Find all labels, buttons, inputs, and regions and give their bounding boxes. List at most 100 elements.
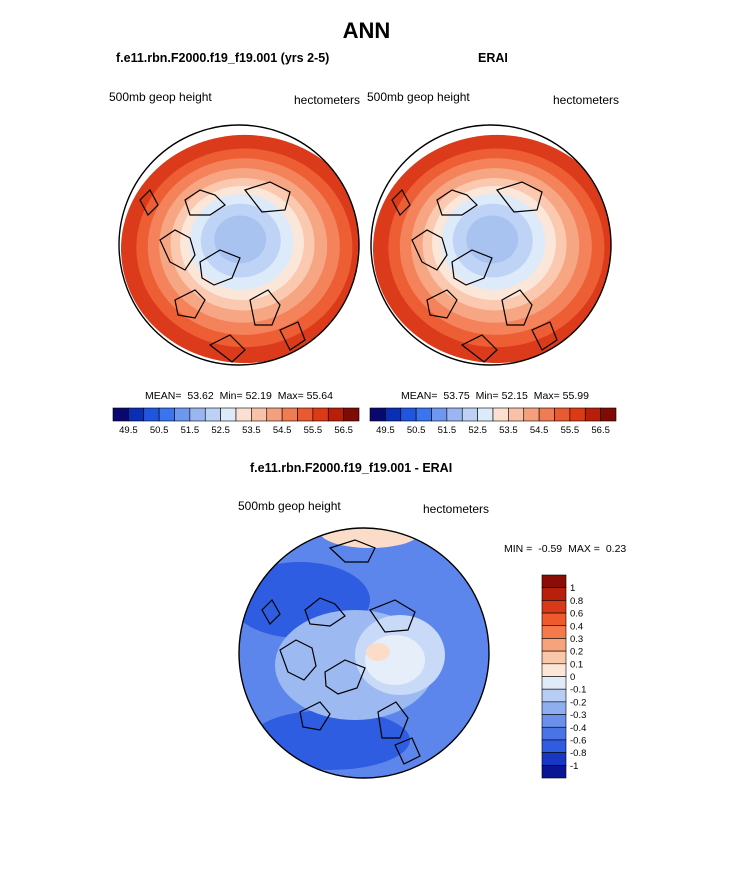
map2-boundary <box>370 124 612 366</box>
difference-colorbar-box-15 <box>541 765 567 779</box>
panel1-min-value: 52.19 <box>245 390 272 402</box>
diff-field-positive-north <box>320 528 420 548</box>
panel1-colorbar-tick-label: 54.5 <box>273 425 292 436</box>
panel2-min-label: Min= <box>475 390 499 402</box>
difference-max-label: MAX = <box>568 543 600 555</box>
difference-minmax: MIN = -0.59 MAX = 0.23 <box>504 543 626 555</box>
panel2-colorbar-box-15 <box>600 407 617 422</box>
difference-colorbar-tick-label: -0.3 <box>570 710 586 721</box>
panel1-colorbar-tick-label: 50.5 <box>150 425 169 436</box>
panel2-max-value: 55.99 <box>562 390 589 402</box>
panel2-colorbar: 49.5 50.5 51.5 52.5 53.5 54.5 55.5 56.5 <box>369 407 617 436</box>
panel2-colorbar-box-1 <box>385 407 402 422</box>
panel1-variable-label: 500mb geop height <box>109 90 212 104</box>
difference-colorbar-box-5 <box>541 638 567 652</box>
panel1-colorbar-box-15 <box>343 407 360 422</box>
difference-colorbar-box-6 <box>541 650 567 665</box>
panel1-colorbar-box-3 <box>158 407 175 422</box>
map-difference <box>238 527 490 779</box>
panel1-max-label: Max= <box>277 390 304 402</box>
panel2-colorbar-box-6 <box>461 407 478 422</box>
figure-title: ANN <box>342 18 391 43</box>
panel2-colorbar-box-8 <box>492 407 509 422</box>
difference-colorbar-tick-label: 1 <box>570 583 575 594</box>
difference-max-value: 0.23 <box>605 543 627 555</box>
difference-colorbar-box-4 <box>541 625 567 639</box>
panel2-colorbar-tick-label: 54.5 <box>530 425 549 436</box>
difference-colorbar-tick-label: -0.8 <box>570 748 586 759</box>
map2-contour-band-8 <box>466 215 519 264</box>
panel2-colorbar-box-5 <box>446 407 463 422</box>
panel2-colorbar-box-2 <box>400 407 417 422</box>
difference-colorbar-tick-label: 0.3 <box>570 634 583 645</box>
difference-colorbar-box-2 <box>541 600 567 614</box>
panel1-stats: MEAN= 53.62 Min= 52.19 Max= 55.64 <box>145 390 333 402</box>
panel2-stats: MEAN= 53.75 Min= 52.15 Max= 55.99 <box>401 390 589 402</box>
panel2-colorbar-tick-label: 56.5 <box>591 425 610 436</box>
panel1-colorbar-box-8 <box>235 407 252 422</box>
panel1-units-label: hectometers <box>294 93 361 107</box>
difference-colorbar-box-0 <box>541 574 567 588</box>
panel2-colorbar-tick-label: 55.5 <box>561 425 580 436</box>
panel1-colorbar-tick-label: 53.5 <box>242 425 261 436</box>
panel2-mean-label: MEAN= <box>401 390 438 402</box>
difference-colorbar-tick-label: -0.4 <box>570 723 586 734</box>
panel2-colorbar-box-9 <box>508 407 525 422</box>
map-model-500mb <box>118 124 360 366</box>
panel1-max-value: 55.64 <box>306 390 333 402</box>
difference-colorbar-tick-label: -0.1 <box>570 685 586 696</box>
map-erai-500mb <box>370 124 612 366</box>
panel2-colorbar-box-11 <box>538 407 555 422</box>
panel1-colorbar-tick-label: 56.5 <box>334 425 353 436</box>
panel1-mean-label: MEAN= <box>145 390 182 402</box>
panel1-colorbar-box-10 <box>266 407 283 422</box>
difference-colorbar-tick-label: 0.6 <box>570 609 583 620</box>
map3-boundary <box>238 527 490 779</box>
panel1-colorbar-box-13 <box>312 407 329 422</box>
panel1-colorbar-box-11 <box>281 407 298 422</box>
difference-min-value: -0.59 <box>538 543 563 555</box>
difference-colorbar-tick-label: 0.1 <box>570 659 583 670</box>
difference-colorbar-tick-label: -1 <box>570 761 578 772</box>
difference-colorbar-box-9 <box>541 688 567 703</box>
panel1-colorbar-box-7 <box>220 407 237 422</box>
difference-colorbar: 1 0.8 0.60.4 0.3 0.20.1 0 -0.1-0.2 -0.3 -0.4-0.6… <box>541 574 586 779</box>
panel1-colorbar-box-12 <box>297 407 314 422</box>
difference-colorbar-tick-label: 0 <box>570 672 575 683</box>
panel1-colorbar-box-2 <box>143 407 160 422</box>
map1-coastlines <box>139 181 306 363</box>
panel2-colorbar-box-0 <box>369 407 386 422</box>
difference-colorbar-box-14 <box>541 752 567 766</box>
panel2-colorbar-tick-label: 52.5 <box>468 425 487 436</box>
panel2-min-value: 52.15 <box>501 390 528 402</box>
panel2-colorbar-box-3 <box>415 407 432 422</box>
panel2-colorbar-box-4 <box>431 407 448 422</box>
panel1-colorbar-tick-label: 52.5 <box>211 425 230 436</box>
panel2-units-label: hectometers <box>553 93 620 107</box>
panel2-colorbar-box-14 <box>584 407 601 422</box>
difference-colorbar-box-1 <box>541 587 567 601</box>
panel1-colorbar-box-1 <box>128 407 145 422</box>
panel1-colorbar-tick-label: 55.5 <box>304 425 323 436</box>
panel1-colorbar-box-4 <box>174 407 191 422</box>
panel1-min-label: Min= <box>219 390 243 402</box>
panel2-variable-label: 500mb geop height <box>367 90 470 104</box>
panel2-colorbar-box-10 <box>523 407 540 422</box>
difference-variable-label: 500mb geop height <box>238 499 341 513</box>
difference-colorbar-box-8 <box>541 676 567 690</box>
difference-colorbar-tick-label: -0.6 <box>570 735 586 746</box>
diff-field-positive-core <box>366 643 390 661</box>
difference-panel-title: f.e11.rbn.F2000.f19_f19.001 - ERAI <box>250 461 453 475</box>
difference-colorbar-box-13 <box>541 739 567 753</box>
panel2-colorbar-tick-label: 50.5 <box>407 425 426 436</box>
map1-contour-band-8 <box>214 215 267 264</box>
panel2-colorbar-tick-label: 53.5 <box>499 425 518 436</box>
panel2-mean-value: 53.75 <box>443 390 470 402</box>
difference-min-label: MIN = <box>504 543 533 555</box>
difference-colorbar-box-3 <box>541 612 567 627</box>
difference-colorbar-box-10 <box>541 701 567 715</box>
map1-boundary <box>118 124 360 366</box>
difference-colorbar-tick-label: 0.8 <box>570 596 583 607</box>
difference-colorbar-box-11 <box>541 714 567 728</box>
